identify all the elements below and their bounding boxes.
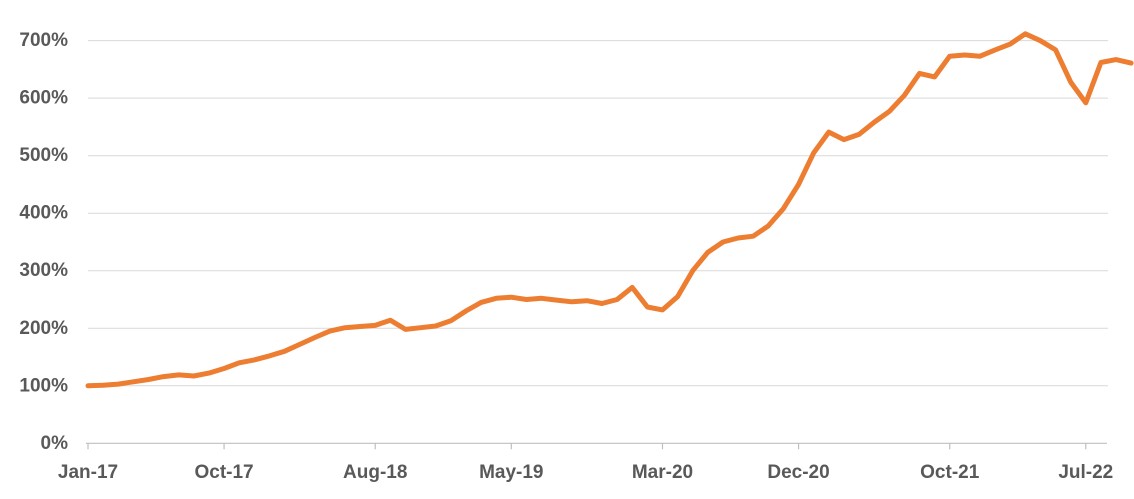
x-axis-label: Dec-20 <box>767 462 829 483</box>
y-axis-label: 300% <box>19 260 68 281</box>
y-axis-label: 400% <box>19 203 68 224</box>
y-axis-label: 700% <box>19 30 68 51</box>
y-axis-label: 100% <box>19 375 68 396</box>
x-axis-label: Oct-17 <box>194 462 253 483</box>
x-axis-label: Oct-21 <box>920 462 980 483</box>
y-axis-label: 500% <box>19 145 68 166</box>
y-axis-label: 0% <box>41 433 69 454</box>
y-axis-label: 200% <box>19 318 68 339</box>
x-axis-label: Mar-20 <box>632 462 693 483</box>
x-axis-label: May-19 <box>479 462 543 483</box>
y-axis-label: 600% <box>19 88 68 109</box>
x-axis-label: Jul-22 <box>1058 462 1113 483</box>
x-axis-label: Jan-17 <box>58 462 118 483</box>
series-line <box>85 31 1134 389</box>
x-axis-label: Aug-18 <box>343 462 407 483</box>
